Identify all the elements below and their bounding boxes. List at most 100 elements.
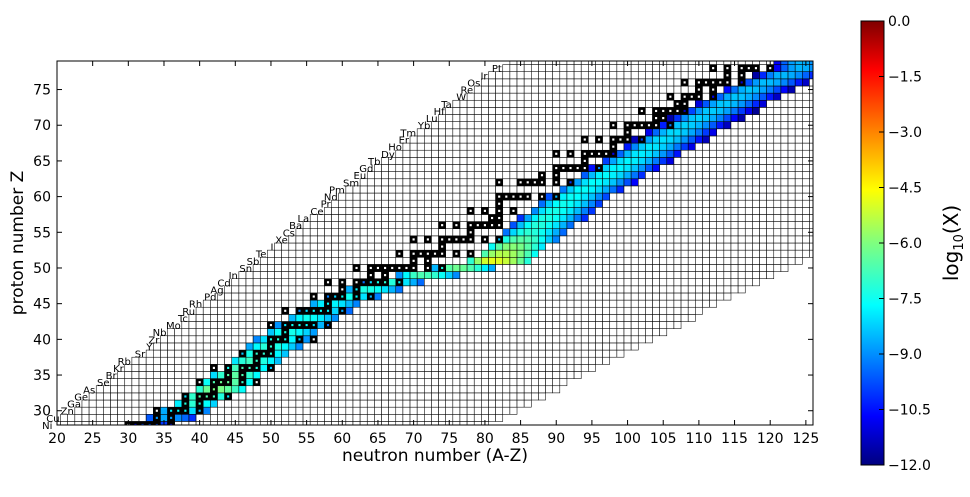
- isotope-cell: [794, 71, 803, 80]
- isotope-cell: [666, 85, 675, 94]
- isotope-cell: [495, 364, 504, 372]
- isotope-cell: [388, 299, 397, 308]
- isotope-cell: [780, 249, 789, 258]
- isotope-cell: [317, 364, 325, 372]
- isotope-cell: [566, 128, 575, 137]
- stable-isotope-marker: [745, 64, 753, 72]
- isotope-cell: [452, 185, 461, 194]
- stable-isotope-marker: [181, 392, 190, 401]
- isotope-cell: [687, 235, 696, 244]
- isotope-cell: [545, 285, 553, 294]
- isotope-cell: [217, 399, 225, 408]
- isotope-cell: [766, 121, 775, 130]
- isotope-cell: [252, 371, 261, 379]
- element-label: Y: [145, 343, 153, 354]
- stable-isotope-marker: [267, 364, 275, 372]
- isotope-cell: [759, 228, 767, 237]
- isotope-cell: [673, 242, 682, 251]
- isotope-cell: [516, 214, 525, 222]
- isotope-cell: [288, 414, 297, 422]
- isotope-cell: [702, 242, 710, 251]
- isotope-cell: [609, 249, 618, 258]
- isotope-cell: [630, 228, 639, 237]
- isotope-cell: [687, 135, 696, 144]
- isotope-cell: [488, 85, 496, 94]
- isotope-cell: [588, 356, 596, 365]
- isotope-cell: [381, 342, 389, 351]
- isotope-cell: [787, 85, 796, 94]
- isotope-cell: [473, 207, 482, 215]
- isotope-cell: [481, 292, 489, 301]
- isotope-cell: [502, 128, 511, 137]
- isotope-cell: [452, 164, 461, 172]
- isotope-cell: [452, 278, 461, 287]
- isotope-cell: [338, 271, 347, 279]
- isotope-cell: [366, 349, 375, 358]
- isotope-cell: [573, 171, 582, 180]
- isotope-cell: [580, 107, 589, 115]
- isotope-cell: [787, 114, 796, 122]
- colorbar-tick-label: −1.5: [888, 70, 922, 86]
- isotope-cell: [531, 228, 539, 237]
- isotope-cell: [630, 128, 639, 137]
- isotope-cell: [381, 414, 389, 422]
- isotope-cell: [295, 378, 304, 387]
- isotope-cell: [616, 249, 625, 258]
- isotope-cell: [637, 278, 646, 287]
- isotope-cell: [431, 299, 439, 308]
- isotope-cell: [773, 135, 782, 144]
- isotope-cell: [780, 214, 789, 222]
- isotope-cell: [309, 349, 318, 358]
- isotope-cell: [438, 399, 446, 408]
- isotope-cell: [352, 192, 361, 201]
- isotope-cell: [545, 378, 553, 387]
- isotope-cell: [573, 335, 582, 344]
- isotope-cell: [245, 292, 254, 301]
- stable-isotope-markers: [124, 64, 774, 425]
- isotope-cell: [245, 399, 254, 408]
- isotope-cell: [780, 121, 789, 130]
- isotope-cell: [245, 378, 254, 387]
- isotope-cell: [416, 364, 425, 372]
- isotope-cell: [431, 335, 439, 344]
- isotope-cell: [438, 256, 446, 265]
- isotope-cell: [538, 107, 546, 115]
- isotope-cell: [645, 235, 653, 244]
- isotope-cell: [473, 135, 482, 144]
- isotope-cell: [481, 128, 489, 137]
- isotope-cell: [659, 292, 668, 301]
- isotope-cell: [352, 271, 361, 279]
- isotope-cell: [331, 285, 339, 294]
- isotope-cell: [509, 71, 518, 80]
- isotope-cell: [630, 306, 639, 315]
- isotope-cell: [509, 171, 518, 180]
- stable-isotope-marker: [324, 307, 332, 315]
- isotope-cell: [566, 335, 575, 344]
- stable-isotope-marker: [659, 114, 667, 122]
- isotope-cell: [317, 378, 325, 387]
- isotope-cell: [787, 128, 796, 137]
- isotope-cell: [723, 271, 732, 279]
- isotope-cell: [473, 378, 482, 387]
- isotope-cell: [687, 214, 696, 222]
- isotope-cell: [552, 364, 561, 372]
- isotope-cell: [81, 406, 90, 415]
- isotope-cell: [588, 157, 596, 165]
- isotope-cell: [787, 164, 796, 172]
- isotope-cell: [630, 235, 639, 244]
- isotope-cell: [488, 385, 496, 394]
- isotope-cell: [538, 385, 546, 394]
- isotope-cell: [588, 128, 596, 137]
- isotope-cell: [124, 378, 133, 387]
- isotope-cell: [174, 364, 183, 372]
- isotope-cell: [673, 185, 682, 194]
- isotope-cell: [267, 385, 275, 394]
- isotope-cell: [695, 128, 703, 137]
- isotope-cell: [780, 171, 789, 180]
- isotope-cell: [259, 264, 268, 272]
- isotope-cell: [210, 414, 218, 422]
- isotope-cell: [538, 371, 546, 379]
- isotope-cell: [481, 157, 489, 165]
- isotope-cell: [459, 299, 468, 308]
- isotope-cell: [103, 392, 111, 401]
